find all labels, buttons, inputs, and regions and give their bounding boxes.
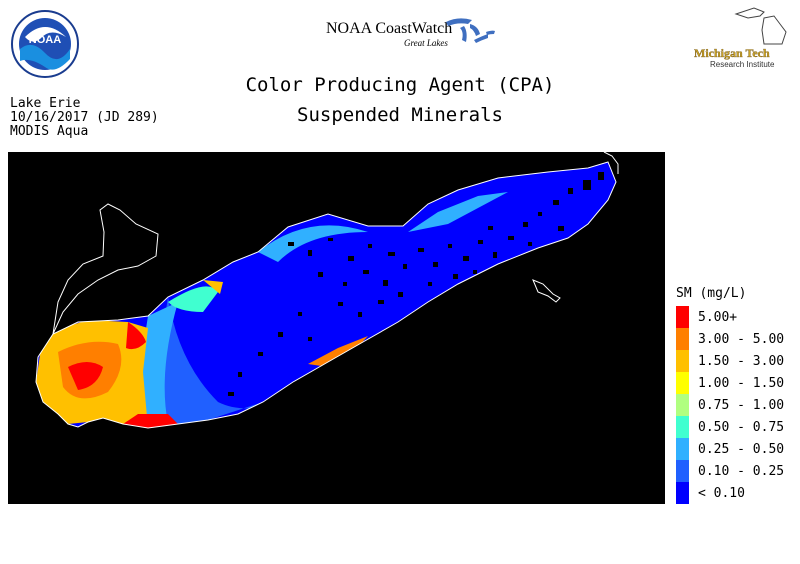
legend-swatch (676, 438, 689, 460)
great-lakes-icon (446, 18, 495, 43)
coastwatch-title: NOAA CoastWatch (326, 20, 453, 37)
legend-item: 0.10 - 0.25 (676, 460, 784, 482)
sensor-name: MODIS Aqua (10, 124, 89, 139)
noaa-logo-text: NOAA (29, 34, 61, 46)
legend-swatch (676, 372, 689, 394)
noaa-logo: NOAA (10, 9, 80, 79)
legend-label: 0.75 - 1.00 (698, 397, 785, 413)
legend-label: 0.10 - 0.25 (698, 463, 785, 479)
legend-label: 1.00 - 1.50 (698, 375, 785, 391)
legend-label: 0.25 - 0.50 (698, 441, 785, 457)
image-metadata: Lake Erie 10/16/2017 (JD 289) MODIS Aqua (10, 97, 159, 139)
legend-label: 3.00 - 5.00 (698, 331, 785, 347)
legend-swatch (676, 416, 689, 438)
michigan-map-icon (734, 7, 787, 45)
suspended-minerals-map (35, 151, 619, 429)
legend-label: 1.50 - 3.00 (698, 353, 785, 369)
legend-swatch (676, 482, 689, 504)
legend-item: 5.00+ (676, 306, 784, 328)
legend-label: 0.50 - 0.75 (698, 419, 785, 435)
legend-item: 0.50 - 0.75 (676, 416, 784, 438)
legend-label: < 0.10 (698, 485, 745, 501)
legend-item: 1.50 - 3.00 (676, 350, 784, 372)
lake-erie-map (8, 151, 665, 504)
color-legend: 5.00+ 3.00 - 5.00 1.50 - 3.00 1.00 - 1.50 0.… (676, 306, 784, 504)
legend-item: 1.00 - 1.50 (676, 372, 784, 394)
legend-item: < 0.10 (676, 482, 784, 504)
coastwatch-logo: NOAA CoastWatch Great Lakes (326, 16, 496, 56)
acquisition-date: 10/16/2017 (JD 289) (10, 110, 159, 125)
legend-swatch (676, 394, 689, 416)
map-title: Color Producing Agent (CPA) (245, 74, 555, 96)
michigan-tech-subtitle: Research Institute (710, 60, 775, 69)
michigan-tech-name: Michigan Tech (694, 46, 770, 60)
michigan-tech-logo: Michigan Tech Research Institute (688, 4, 796, 76)
legend-swatch (676, 306, 689, 328)
lake-name: Lake Erie (10, 96, 81, 111)
map-subtitle: Suspended Minerals (297, 104, 503, 126)
legend-item: 0.75 - 1.00 (676, 394, 784, 416)
legend-swatch (676, 460, 689, 482)
legend-title: SM (mg/L) (676, 286, 747, 301)
legend-label: 5.00+ (698, 309, 738, 325)
legend-item: 0.25 - 0.50 (676, 438, 784, 460)
legend-swatch (676, 328, 689, 350)
coastwatch-subtitle: Great Lakes (404, 38, 448, 48)
legend-swatch (676, 350, 689, 372)
legend-item: 3.00 - 5.00 (676, 328, 784, 350)
